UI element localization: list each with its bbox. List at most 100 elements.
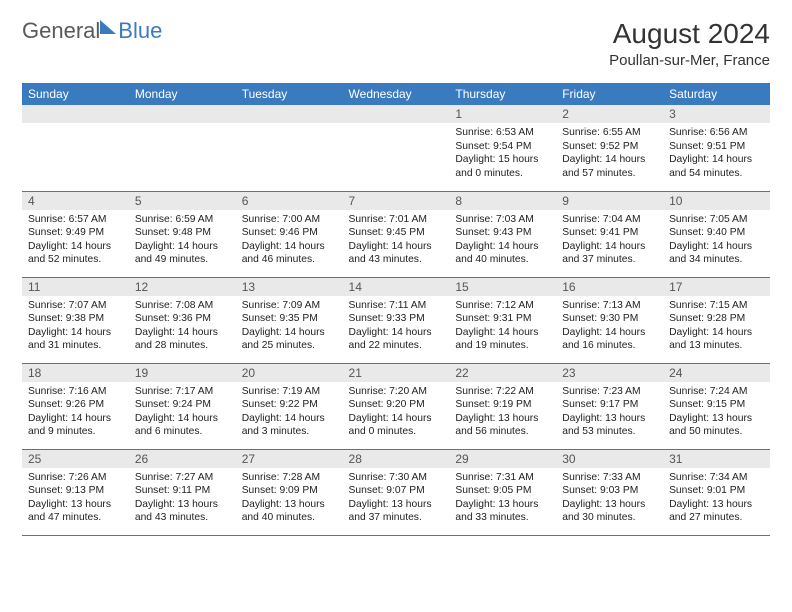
day-number: 3 [663, 105, 770, 123]
calendar-day-cell: 14Sunrise: 7:11 AMSunset: 9:33 PMDayligh… [343, 277, 450, 363]
day-number: 23 [556, 364, 663, 382]
sunset-line: Sunset: 9:36 PM [135, 312, 230, 326]
daylight-line: Daylight: 14 hours and 40 minutes. [455, 240, 550, 267]
day-details: Sunrise: 7:24 AMSunset: 9:15 PMDaylight:… [663, 382, 770, 442]
day-number: 9 [556, 192, 663, 210]
daylight-line: Daylight: 13 hours and 43 minutes. [135, 498, 230, 525]
sunrise-line: Sunrise: 6:56 AM [669, 126, 764, 140]
sunrise-line: Sunrise: 7:00 AM [242, 213, 337, 227]
sunrise-line: Sunrise: 7:08 AM [135, 299, 230, 313]
day-details: Sunrise: 7:07 AMSunset: 9:38 PMDaylight:… [22, 296, 129, 356]
day-details: Sunrise: 7:03 AMSunset: 9:43 PMDaylight:… [449, 210, 556, 270]
sunset-line: Sunset: 9:33 PM [349, 312, 444, 326]
sunset-line: Sunset: 9:17 PM [562, 398, 657, 412]
calendar-day-cell: 16Sunrise: 7:13 AMSunset: 9:30 PMDayligh… [556, 277, 663, 363]
calendar-day-cell: 19Sunrise: 7:17 AMSunset: 9:24 PMDayligh… [129, 363, 236, 449]
calendar-day-cell: 11Sunrise: 7:07 AMSunset: 9:38 PMDayligh… [22, 277, 129, 363]
day-number: 24 [663, 364, 770, 382]
day-number: 16 [556, 278, 663, 296]
sunset-line: Sunset: 9:46 PM [242, 226, 337, 240]
daylight-line: Daylight: 14 hours and 31 minutes. [28, 326, 123, 353]
daylight-line: Daylight: 14 hours and 25 minutes. [242, 326, 337, 353]
daylight-line: Daylight: 13 hours and 53 minutes. [562, 412, 657, 439]
sunset-line: Sunset: 9:54 PM [455, 140, 550, 154]
day-number: 11 [22, 278, 129, 296]
day-number: 22 [449, 364, 556, 382]
sunset-line: Sunset: 9:52 PM [562, 140, 657, 154]
day-details: Sunrise: 7:00 AMSunset: 9:46 PMDaylight:… [236, 210, 343, 270]
calendar-day-cell: 21 Sunrise: 7:20 AMSunset: 9:20 PMDayligh… [343, 363, 450, 449]
calendar-day-cell: 6Sunrise: 7:00 AMSunset: 9:46 PMDaylight… [236, 191, 343, 277]
day-number [343, 105, 450, 123]
calendar-day-cell [22, 105, 129, 191]
day-details: Sunrise: 7:17 AMSunset: 9:24 PMDaylight:… [129, 382, 236, 442]
calendar-day-cell: 25Sunrise: 7:26 AMSunset: 9:13 PMDayligh… [22, 449, 129, 535]
day-number: 19 [129, 364, 236, 382]
daylight-line: Daylight: 15 hours and 0 minutes. [455, 153, 550, 180]
calendar-day-cell: 31Sunrise: 7:34 AMSunset: 9:01 PMDayligh… [663, 449, 770, 535]
sunset-line: Sunset: 9:22 PM [242, 398, 337, 412]
day-details: Sunrise: 7:05 AMSunset: 9:40 PMDaylight:… [663, 210, 770, 270]
day-details: Sunrise: 7:26 AMSunset: 9:13 PMDaylight:… [22, 468, 129, 528]
calendar-day-cell [129, 105, 236, 191]
calendar-day-cell: 22Sunrise: 7:22 AMSunset: 9:19 PMDayligh… [449, 363, 556, 449]
day-number: 31 [663, 450, 770, 468]
daylight-line: Daylight: 14 hours and 6 minutes. [135, 412, 230, 439]
day-number: 13 [236, 278, 343, 296]
sunrise-line: Sunrise: 7:11 AM [349, 299, 444, 313]
sunrise-line: Sunrise: 7:16 AM [28, 385, 123, 399]
daylight-line: Daylight: 14 hours and 54 minutes. [669, 153, 764, 180]
sunset-line: Sunset: 9:26 PM [28, 398, 123, 412]
sunset-line: Sunset: 9:19 PM [455, 398, 550, 412]
day-details: Sunrise: 6:56 AMSunset: 9:51 PMDaylight:… [663, 123, 770, 183]
day-number: 8 [449, 192, 556, 210]
daylight-line: Daylight: 14 hours and 0 minutes. [349, 412, 444, 439]
calendar-day-cell: 29Sunrise: 7:31 AMSunset: 9:05 PMDayligh… [449, 449, 556, 535]
daylight-line: Daylight: 14 hours and 9 minutes. [28, 412, 123, 439]
sunset-line: Sunset: 9:05 PM [455, 484, 550, 498]
daylight-line: Daylight: 14 hours and 37 minutes. [562, 240, 657, 267]
sunrise-line: Sunrise: 7:09 AM [242, 299, 337, 313]
logo-word2: Blue [118, 18, 162, 44]
calendar-week-row: 25Sunrise: 7:26 AMSunset: 9:13 PMDayligh… [22, 449, 770, 535]
calendar-day-cell: 10Sunrise: 7:05 AMSunset: 9:40 PMDayligh… [663, 191, 770, 277]
sunset-line: Sunset: 9:20 PM [349, 398, 444, 412]
page-header: General Blue August 2024 Poullan-sur-Mer… [22, 18, 770, 69]
calendar-table: SundayMondayTuesdayWednesdayThursdayFrid… [22, 83, 770, 536]
day-details: Sunrise: 7:22 AMSunset: 9:19 PMDaylight:… [449, 382, 556, 442]
sunrise-line: Sunrise: 7:07 AM [28, 299, 123, 313]
day-number: 26 [129, 450, 236, 468]
calendar-day-cell [236, 105, 343, 191]
sunrise-line: Sunrise: 7:20 AM [349, 385, 444, 399]
weekday-header: Friday [556, 83, 663, 105]
weekday-header: Wednesday [343, 83, 450, 105]
sunset-line: Sunset: 9:03 PM [562, 484, 657, 498]
calendar-day-cell [343, 105, 450, 191]
sunset-line: Sunset: 9:09 PM [242, 484, 337, 498]
daylight-line: Daylight: 13 hours and 30 minutes. [562, 498, 657, 525]
day-details: Sunrise: 7:11 AMSunset: 9:33 PMDaylight:… [343, 296, 450, 356]
sunrise-line: Sunrise: 7:24 AM [669, 385, 764, 399]
sunrise-line: Sunrise: 6:55 AM [562, 126, 657, 140]
day-details: Sunrise: 7:23 AMSunset: 9:17 PMDaylight:… [556, 382, 663, 442]
day-number: 20 [236, 364, 343, 382]
sunrise-line: Sunrise: 7:28 AM [242, 471, 337, 485]
sunset-line: Sunset: 9:28 PM [669, 312, 764, 326]
weekday-header: Thursday [449, 83, 556, 105]
page-subtitle: Poullan-sur-Mer, France [609, 52, 770, 69]
calendar-day-cell: 18 Sunrise: 7:16 AMSunset: 9:26 PMDayligh… [22, 363, 129, 449]
sunrise-line: Sunrise: 7:12 AM [455, 299, 550, 313]
daylight-line: Daylight: 14 hours and 19 minutes. [455, 326, 550, 353]
sunset-line: Sunset: 9:01 PM [669, 484, 764, 498]
sunset-line: Sunset: 9:41 PM [562, 226, 657, 240]
daylight-line: Daylight: 13 hours and 37 minutes. [349, 498, 444, 525]
day-number: 21 [343, 364, 450, 382]
day-details: Sunrise: 7:27 AMSunset: 9:11 PMDaylight:… [129, 468, 236, 528]
sunset-line: Sunset: 9:13 PM [28, 484, 123, 498]
daylight-line: Daylight: 13 hours and 40 minutes. [242, 498, 337, 525]
sunset-line: Sunset: 9:15 PM [669, 398, 764, 412]
day-number: 18 [22, 364, 129, 382]
calendar-day-cell: 26Sunrise: 7:27 AMSunset: 9:11 PMDayligh… [129, 449, 236, 535]
day-details: Sunrise: 7:04 AMSunset: 9:41 PMDaylight:… [556, 210, 663, 270]
calendar-day-cell: 12Sunrise: 7:08 AMSunset: 9:36 PMDayligh… [129, 277, 236, 363]
